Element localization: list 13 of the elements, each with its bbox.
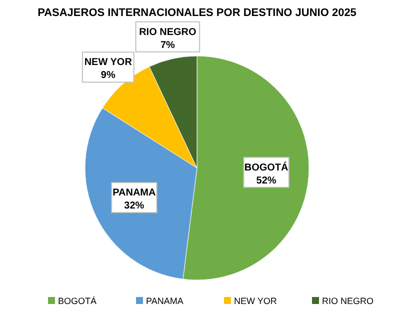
- data-label: 52%: [256, 175, 276, 186]
- slice-label: BOGOTÁ: [244, 161, 288, 174]
- legend-label: PANAMA: [146, 296, 184, 306]
- legend-label: NEW YOR: [234, 296, 278, 306]
- chart-title: PASAJEROS INTERNACIONALES POR DESTINO JUNIO 2025: [38, 7, 356, 19]
- data-label: 7%: [160, 40, 176, 51]
- legend-label: RIO NEGRO: [322, 296, 374, 306]
- data-label: 32%: [124, 200, 144, 212]
- legend-label: BOGOTÁ: [58, 296, 97, 306]
- data-label: 9%: [100, 70, 116, 82]
- slice-label: PANAMA: [112, 188, 156, 199]
- slice-label: RIO NEGRO: [139, 26, 197, 38]
- slice-label: NEW YOR: [84, 57, 133, 68]
